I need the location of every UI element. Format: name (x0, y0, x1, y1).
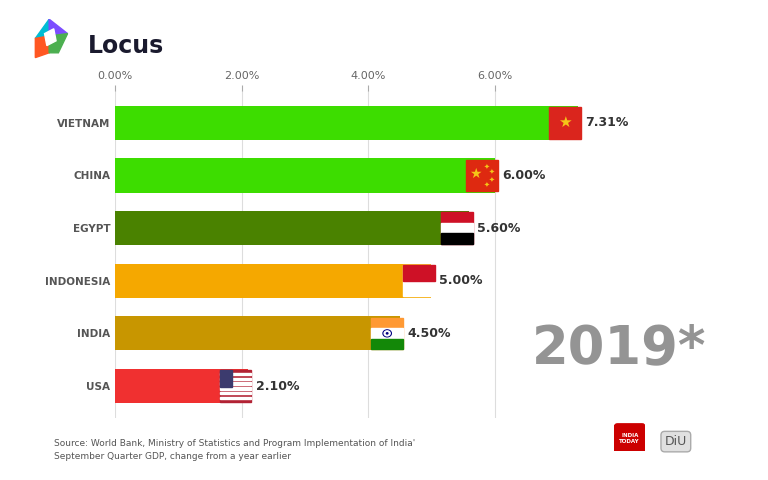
Bar (372, 328, 403, 338)
Text: INDIA
TODAY: INDIA TODAY (620, 433, 640, 444)
Bar (220, 372, 251, 375)
Circle shape (383, 330, 392, 337)
Text: ✦: ✦ (489, 168, 495, 175)
Text: 2019*: 2019* (532, 323, 707, 374)
Text: ★: ★ (558, 115, 571, 130)
Bar (115, 158, 495, 192)
Text: ✦: ✦ (484, 181, 490, 187)
Polygon shape (45, 29, 56, 46)
Text: 4.50%: 4.50% (407, 327, 451, 340)
Polygon shape (35, 19, 49, 38)
Text: 5.00%: 5.00% (439, 274, 482, 287)
Text: 5.60%: 5.60% (477, 222, 521, 235)
Polygon shape (49, 34, 68, 53)
Circle shape (386, 333, 388, 334)
Text: 2.10%: 2.10% (256, 380, 299, 393)
Bar (220, 392, 251, 395)
Text: 6.00%: 6.00% (502, 169, 545, 182)
Bar (403, 265, 435, 281)
Bar (115, 264, 432, 298)
Bar (441, 212, 472, 244)
Text: ✦: ✦ (484, 164, 490, 169)
Bar (220, 370, 251, 402)
Text: Source: World Bank, Ministry of Statistics and Program Implementation of India'
: Source: World Bank, Ministry of Statisti… (54, 439, 415, 461)
Polygon shape (49, 19, 68, 36)
Bar (372, 338, 403, 349)
Bar (220, 378, 251, 380)
Bar (403, 265, 435, 297)
Bar (441, 233, 472, 244)
Bar (220, 383, 251, 385)
Bar (115, 106, 578, 140)
Bar (220, 397, 251, 399)
Text: Locus: Locus (88, 34, 164, 58)
Bar (115, 369, 248, 403)
Bar (220, 387, 251, 390)
Bar (220, 370, 232, 387)
FancyBboxPatch shape (614, 424, 645, 454)
Polygon shape (35, 36, 49, 58)
Bar (115, 211, 469, 245)
Text: ★: ★ (469, 167, 482, 181)
Bar (441, 223, 472, 233)
Bar (466, 160, 498, 191)
Text: ✦: ✦ (489, 176, 495, 182)
Text: 7.31%: 7.31% (585, 116, 628, 129)
Text: DiU: DiU (665, 435, 687, 448)
Bar (372, 318, 403, 349)
Bar (549, 107, 581, 139)
Circle shape (384, 331, 390, 336)
Bar (115, 316, 400, 350)
